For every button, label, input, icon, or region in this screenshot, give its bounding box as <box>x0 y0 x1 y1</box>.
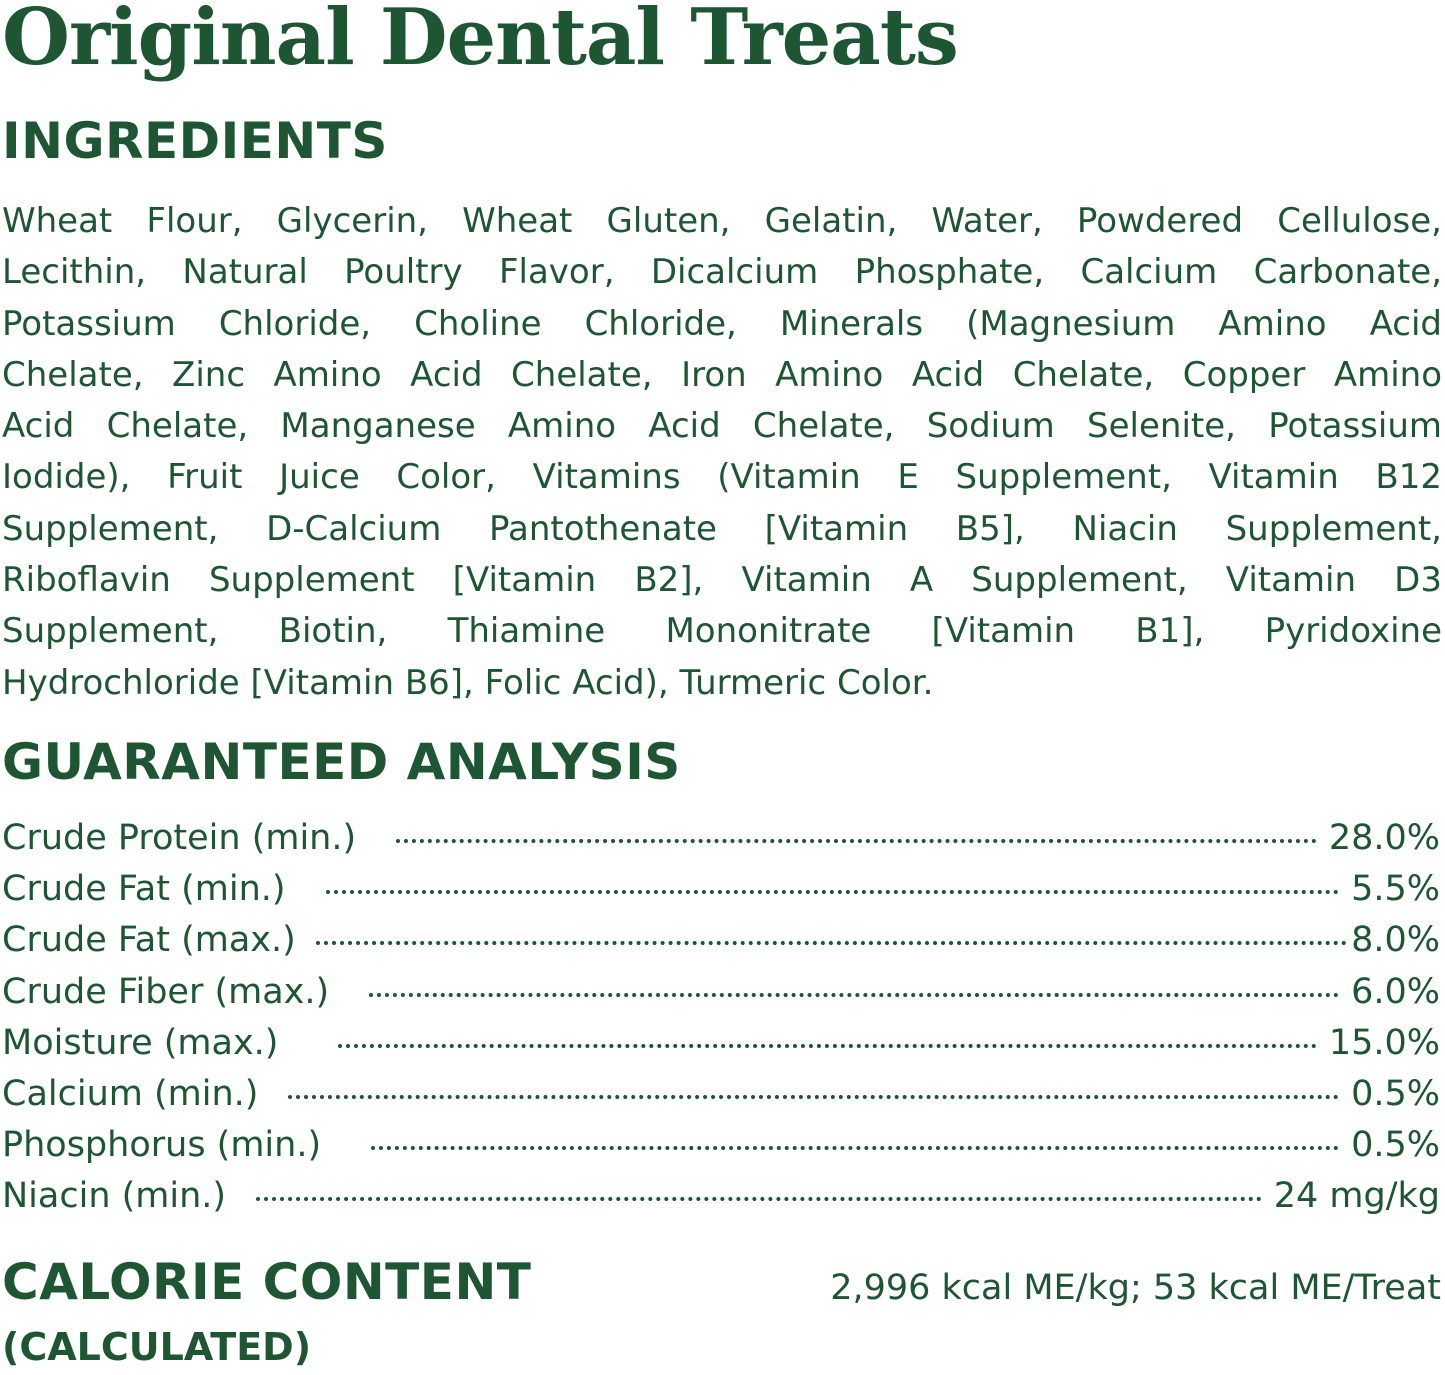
analysis-row: Calcium (min.) 0.5% <box>2 1069 1440 1120</box>
calorie-value: 2,996 kcal ME/kg; 53 kcal ME/Treat <box>830 1268 1441 1308</box>
analysis-label: Crude Protein (min.) <box>2 818 357 858</box>
analysis-table: Crude Protein (min.) 28.0% Crude Fat (min… <box>2 813 1440 1223</box>
analysis-row: Moisture (max.) 15.0% <box>2 1018 1440 1069</box>
analysis-row: Crude Protein (min.) 28.0% <box>2 813 1440 864</box>
analysis-label: Crude Fat (min.) <box>2 869 286 910</box>
analysis-value: 0.5% <box>1351 1125 1440 1166</box>
analysis-row: Crude Fiber (max.) 6.0% <box>2 967 1440 1018</box>
dot-leader <box>256 1197 1262 1202</box>
ingredients-line: Acid Chelate, Manganese Amino Acid Chela… <box>2 406 1442 447</box>
dot-leader <box>369 992 1340 997</box>
dot-leader <box>396 839 1317 843</box>
ingredients-line: Lecithin, Natural Poultry Flavor, Dicalc… <box>2 252 1442 293</box>
ingredients-line: Iodide), Fruit Juice Color, Vitamins (Vi… <box>2 457 1442 498</box>
ingredients-line: Supplement, Biotin, Thiamine Mononitrate… <box>2 611 1442 652</box>
analysis-value: 15.0% <box>1328 1022 1440 1063</box>
analysis-row: Crude Fat (min.) 5.5% <box>2 864 1440 915</box>
dot-leader <box>371 1146 1340 1151</box>
dot-leader <box>315 941 1348 946</box>
analysis-value: 28.0% <box>1328 818 1440 858</box>
analysis-value: 6.0% <box>1351 971 1440 1012</box>
analysis-label: Calcium (min.) <box>2 1073 259 1114</box>
analysis-row: Niacin (min.) 24 mg/kg <box>2 1171 1440 1222</box>
calorie-heading: CALORIE CONTENT <box>2 1253 532 1311</box>
ingredients-line: Hydrochloride [Vitamin B6], Folic Acid),… <box>2 662 934 703</box>
analysis-label: Phosphorus (min.) <box>2 1125 322 1166</box>
ingredients-line: Potassium Chloride, Choline Chloride, Mi… <box>2 303 1442 344</box>
ingredients-line: Supplement, D-Calcium Pantothenate [Vita… <box>2 508 1442 549</box>
ingredients-list: Wheat Flour, Glycerin, Wheat Gluten, Gel… <box>2 196 1442 709</box>
analysis-label: Crude Fat (max.) <box>2 920 296 961</box>
analysis-row: Phosphorus (min.) 0.5% <box>2 1120 1440 1171</box>
analysis-label: Moisture (max.) <box>2 1022 279 1063</box>
analysis-value: 0.5% <box>1351 1073 1440 1114</box>
dot-leader <box>288 1094 1340 1099</box>
page-title: Original Dental Treats <box>2 0 959 83</box>
analysis-row: Crude Fat (max.) 8.0% <box>2 915 1440 966</box>
ingredients-line: Chelate, Zinc Amino Acid Chelate, Iron A… <box>2 354 1442 395</box>
analysis-value: 24 mg/kg <box>1273 1176 1440 1217</box>
analysis-label: Crude Fiber (max.) <box>2 971 330 1012</box>
analysis-value: 5.5% <box>1351 869 1440 910</box>
analysis-heading: GUARANTEED ANALYSIS <box>2 733 681 791</box>
dot-leader <box>325 890 1340 895</box>
ingredients-heading: INGREDIENTS <box>2 112 388 170</box>
calorie-subheading: (CALCULATED) <box>2 1325 312 1369</box>
analysis-value: 8.0% <box>1351 920 1440 961</box>
ingredients-line: Riboflavin Supplement [Vitamin B2], Vita… <box>2 560 1442 601</box>
dot-leader <box>338 1043 1317 1048</box>
analysis-label: Niacin (min.) <box>2 1176 227 1217</box>
ingredients-line: Wheat Flour, Glycerin, Wheat Gluten, Gel… <box>2 201 1442 241</box>
